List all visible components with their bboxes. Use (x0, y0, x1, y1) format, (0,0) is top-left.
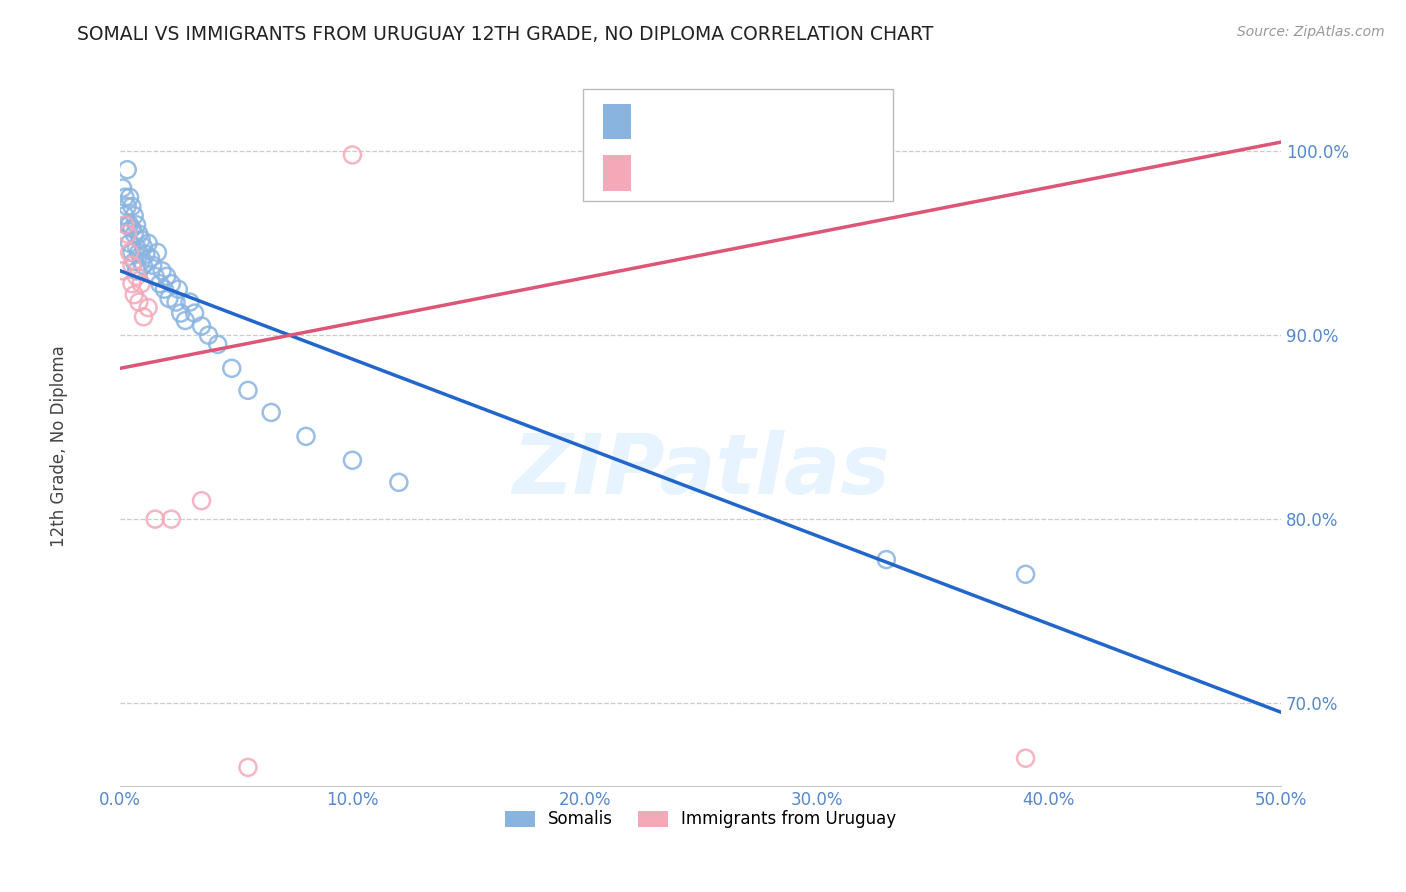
Text: 12th Grade, No Diploma: 12th Grade, No Diploma (51, 345, 67, 547)
Point (149, 277, 172, 291)
Text: N =: N = (756, 113, 790, 131)
Point (132, 258, 155, 272)
Point (128, 245, 150, 260)
Text: R =: R = (640, 113, 672, 131)
Point (136, 236, 159, 251)
Point (118, 236, 141, 251)
Point (121, 245, 143, 260)
Point (160, 512, 183, 526)
Point (129, 233, 152, 247)
Point (121, 258, 143, 272)
Point (129, 254, 152, 268)
Point (236, 760, 259, 774)
Point (111, 264, 134, 278)
Point (150, 264, 173, 278)
Point (342, 453, 364, 467)
Point (179, 295, 201, 310)
Text: 53: 53 (799, 113, 823, 131)
Point (143, 512, 166, 526)
Point (128, 227, 150, 241)
Text: N =: N = (756, 165, 790, 183)
Point (132, 240, 155, 254)
Text: 18: 18 (799, 165, 823, 183)
Point (1014, 751, 1036, 765)
Point (169, 306, 191, 320)
Point (183, 306, 205, 320)
Point (197, 328, 219, 343)
Point (114, 218, 136, 232)
Point (125, 264, 148, 278)
Point (190, 493, 212, 508)
Point (111, 181, 134, 195)
Point (207, 337, 229, 351)
Point (190, 318, 212, 333)
Text: SOMALI VS IMMIGRANTS FROM URUGUAY 12TH GRADE, NO DIPLOMA CORRELATION CHART: SOMALI VS IMMIGRANTS FROM URUGUAY 12TH G… (77, 25, 934, 44)
Point (236, 384, 259, 398)
Point (122, 254, 145, 268)
Point (122, 209, 145, 223)
Point (121, 277, 143, 291)
Text: ZIPatlas: ZIPatlas (512, 430, 890, 511)
Point (295, 429, 318, 443)
Point (165, 295, 187, 310)
Point (388, 475, 411, 490)
Point (117, 162, 139, 177)
Point (167, 282, 190, 296)
Point (121, 221, 143, 235)
Point (114, 209, 136, 223)
Text: Source: ZipAtlas.com: Source: ZipAtlas.com (1237, 25, 1385, 39)
Point (146, 245, 169, 260)
Point (143, 269, 166, 284)
Point (118, 245, 141, 260)
Point (122, 227, 145, 241)
Point (139, 251, 162, 265)
Point (157, 292, 180, 306)
Point (135, 247, 157, 261)
Point (121, 199, 143, 213)
Legend: Somalis, Immigrants from Uruguay: Somalis, Immigrants from Uruguay (498, 804, 903, 835)
Point (875, 552, 897, 566)
Point (156, 269, 179, 284)
Point (125, 240, 148, 254)
Point (125, 269, 148, 284)
Point (132, 310, 155, 324)
Point (117, 218, 139, 232)
Point (260, 405, 283, 419)
Point (136, 301, 159, 315)
Point (221, 361, 243, 376)
Point (1014, 567, 1036, 582)
Point (114, 190, 136, 204)
Point (142, 258, 165, 272)
Text: R =: R = (640, 165, 672, 183)
Point (117, 227, 139, 241)
Text: 0.309: 0.309 (686, 165, 741, 183)
Point (118, 218, 141, 232)
Point (153, 282, 176, 296)
Point (129, 277, 152, 291)
Point (128, 295, 150, 310)
Point (174, 313, 197, 327)
Point (342, 148, 364, 162)
Text: -0.755: -0.755 (686, 113, 748, 131)
Point (160, 277, 183, 291)
Point (118, 190, 141, 204)
Point (125, 218, 148, 232)
Point (122, 287, 145, 301)
Point (117, 199, 139, 213)
